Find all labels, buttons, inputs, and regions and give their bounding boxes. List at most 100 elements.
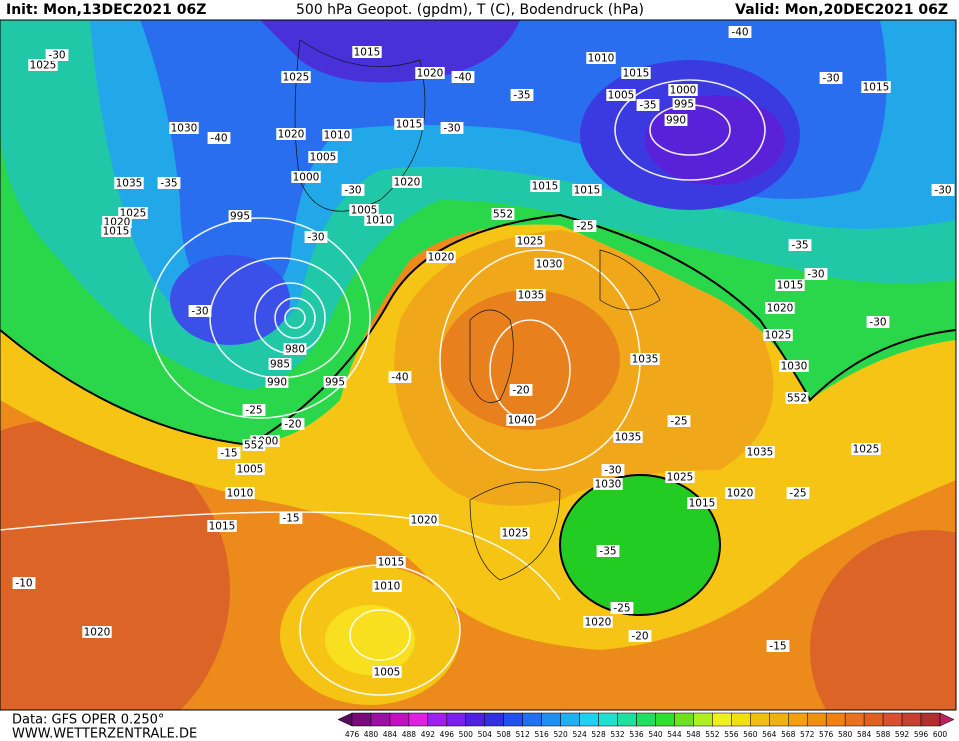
contour-label: 1040: [508, 415, 535, 427]
colorbar-label: 508: [497, 730, 512, 739]
contour-label-box: [573, 220, 597, 232]
colorbar-box: [693, 712, 713, 727]
contour-label-box: [308, 151, 338, 163]
contour-label: 1030: [171, 123, 198, 135]
contour-label-box: [593, 478, 623, 490]
contour-label-box: [572, 184, 602, 196]
colorbar-box: [674, 712, 694, 727]
contour-label: 1020: [278, 129, 305, 141]
contour-label: 1020: [727, 488, 754, 500]
contour-label-box: [596, 545, 620, 557]
colorbar-box: [389, 712, 410, 727]
colorbar-label: 528: [591, 730, 606, 739]
contour-label: -35: [639, 100, 656, 112]
colorbar-label: 484: [383, 730, 398, 739]
contour-label: 1005: [237, 464, 264, 476]
contour-label: 1000: [293, 172, 320, 184]
colorbar-label: 592: [895, 730, 910, 739]
colorbar-label: 548: [686, 730, 701, 739]
colorbar-label: 504: [478, 730, 493, 739]
map-field: [0, 20, 956, 710]
contour-label: 1020: [394, 177, 421, 189]
contour-label: 1025: [30, 60, 57, 72]
contour-label-box: [534, 258, 564, 270]
contour-label-box: [725, 487, 755, 499]
contour-label: 1010: [324, 130, 351, 142]
contour-label-box: [516, 289, 546, 301]
contour-label-box: [610, 602, 634, 614]
contour-label-box: [426, 251, 456, 263]
colorbar-box: [541, 712, 561, 727]
contour-label: 995: [230, 211, 250, 223]
colorbar-box: [788, 712, 808, 727]
contour-label-box: [530, 180, 560, 192]
contour-label: -30: [934, 185, 951, 197]
colorbar-label: 584: [857, 730, 872, 739]
contour-label-box: [786, 487, 810, 499]
contour-label: -20: [284, 419, 301, 431]
colorbar-box: [560, 712, 580, 727]
valid-time: Valid: Mon,20DEC2021 06Z: [735, 2, 948, 18]
colorbar-box: [598, 712, 618, 727]
contour-label-box: [728, 26, 752, 38]
contour-label: 980: [285, 344, 305, 356]
contour-label-box: [509, 384, 533, 396]
map-title: 500 hPa Geopot. (gpdm), T (C), Bodendruc…: [296, 2, 644, 18]
contour-label-box: [207, 132, 231, 144]
colorbar-box: [427, 712, 448, 727]
contour-label: 990: [267, 377, 287, 389]
contour-label: -30: [869, 317, 886, 329]
contour-label-box: [281, 71, 311, 83]
contour-label-box: [276, 128, 306, 140]
contour-label-box: [12, 577, 36, 589]
contour-label-box: [114, 177, 144, 189]
colorbar-label: 516: [535, 730, 550, 739]
contour-label: -15: [769, 641, 786, 653]
colorbar-label: 512: [516, 730, 531, 739]
contour-label: -35: [791, 240, 808, 252]
contour-label: -30: [443, 123, 460, 135]
colorbar-label: 480: [364, 730, 379, 739]
contour-label: -35: [513, 90, 530, 102]
colorbar-label: 580: [838, 730, 853, 739]
colorbar-box: [617, 712, 637, 727]
colorbar-box: [636, 712, 656, 727]
contour-label: 1020: [411, 515, 438, 527]
colorbar-box: [370, 712, 391, 727]
contour-label: 1030: [536, 259, 563, 271]
colorbar-box: [901, 712, 922, 727]
contour-label: -20: [512, 385, 529, 397]
contour-label-box: [372, 666, 402, 678]
colorbar-box: [806, 712, 827, 727]
contour-label-box: [668, 84, 698, 96]
contour-label-box: [283, 343, 307, 355]
contour-label: -40: [210, 133, 227, 145]
colorbar-label: 564: [762, 730, 777, 739]
contour-label-box: [515, 235, 545, 247]
colorbar-label: 552: [705, 730, 720, 739]
contour-label-box: [82, 626, 112, 638]
contour-label: 1030: [595, 479, 622, 491]
contour-label: 1025: [853, 444, 880, 456]
contour-label-box: [667, 415, 691, 427]
colorbar-box: [863, 712, 884, 727]
contour-label: -25: [670, 416, 687, 428]
colorbar-label: 492: [421, 730, 436, 739]
contour-label-box: [766, 640, 790, 652]
contour-label: -25: [245, 405, 262, 417]
contour-label: 990: [666, 115, 686, 127]
contour-label: -30: [48, 50, 65, 62]
colorbar-box: [750, 712, 770, 727]
contour-label: 1035: [615, 432, 642, 444]
contour-label-box: [931, 184, 955, 196]
contour-label: 1005: [351, 205, 378, 217]
contour-label: -30: [344, 185, 361, 197]
website: WWW.WETTERZENTRALE.DE: [12, 727, 197, 741]
contour-label: 1010: [588, 53, 615, 65]
contour-label-box: [664, 114, 688, 126]
contour-label: 1035: [747, 447, 774, 459]
contour-label-box: [376, 556, 406, 568]
contour-label: 1025: [283, 72, 310, 84]
contour-label: 1035: [632, 354, 659, 366]
